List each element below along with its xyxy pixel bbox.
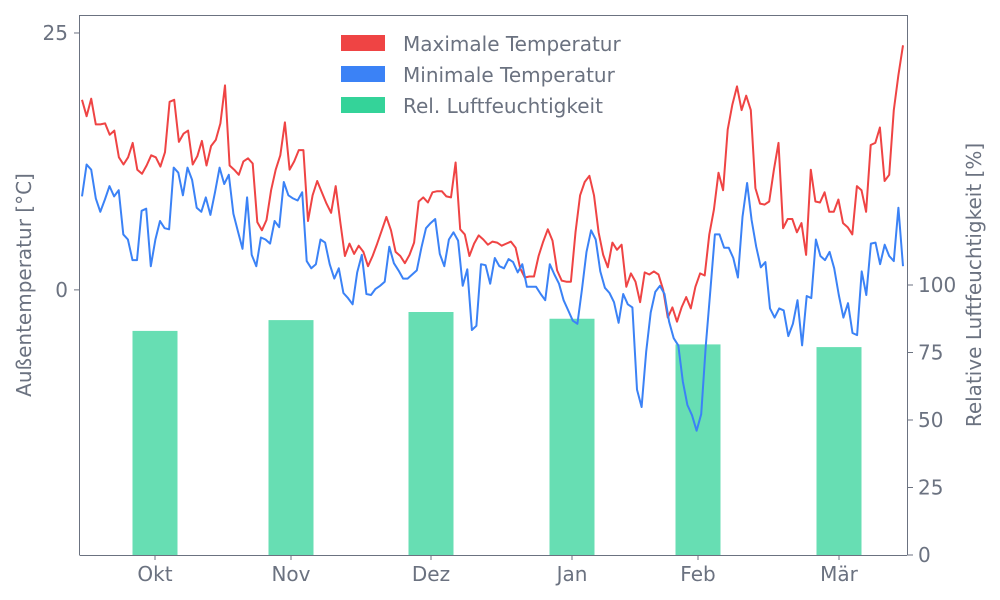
right-axis-title: Relative Luftfeuchtigkeit [%] — [962, 143, 986, 427]
humidity-bar-Dez — [408, 312, 454, 555]
y-right-tick-label: 75 — [918, 341, 943, 365]
y-left-tick-label: 25 — [43, 21, 68, 45]
legend-swatch-humidity — [341, 97, 385, 113]
y-left-tick-label: 0 — [55, 278, 68, 302]
legend: Maximale Temperatur Minimale Temperatur … — [341, 32, 621, 118]
x-tick-label: Okt — [137, 562, 172, 586]
humidity-bars — [132, 312, 862, 555]
max-temperature-line — [81, 45, 904, 323]
ticks: Okt Nov Dez Jan Feb Mär 0 25 0 25 50 75 100 — [43, 21, 957, 586]
y-right-tick-label: 25 — [918, 476, 943, 500]
left-axis-title: Außentemperatur [°C] — [12, 173, 36, 397]
humidity-bar-Okt — [132, 330, 178, 555]
y-right-tick-label: 0 — [918, 543, 931, 567]
x-tick-label: Mär — [820, 562, 859, 586]
x-tick-label: Feb — [680, 562, 715, 586]
x-tick-label: Nov — [271, 562, 310, 586]
legend-label-humidity: Rel. Luftfeuchtigkeit — [403, 94, 603, 118]
temperature-lines — [81, 45, 904, 432]
humidity-bar-Mär — [816, 347, 862, 555]
legend-swatch-max — [341, 35, 385, 51]
legend-swatch-min — [341, 66, 385, 82]
humidity-bar-Jan — [549, 318, 595, 555]
y-right-tick-label: 50 — [918, 408, 943, 432]
x-tick-label: Dez — [412, 562, 450, 586]
legend-label-min: Minimale Temperatur — [403, 63, 616, 87]
legend-label-max: Maximale Temperatur — [403, 32, 621, 56]
x-tick-label: Jan — [555, 562, 588, 586]
y-right-tick-label: 100 — [918, 273, 956, 297]
axes — [79, 15, 908, 556]
min-temperature-line — [81, 163, 904, 432]
humidity-bar-Nov — [268, 320, 314, 555]
